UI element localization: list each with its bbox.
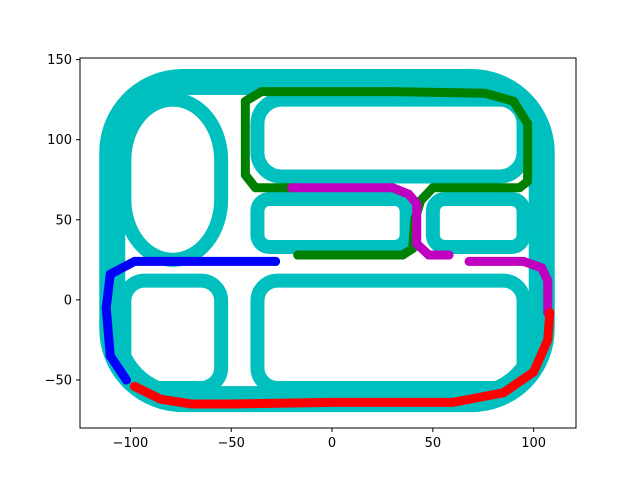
route-point — [523, 176, 533, 186]
route-point — [543, 335, 553, 345]
route-point — [444, 250, 454, 260]
route-point — [523, 119, 533, 129]
route-point — [105, 269, 115, 279]
road-block-top-left — [117, 92, 229, 267]
route-point — [101, 303, 111, 313]
route-point — [186, 399, 196, 409]
y-axis: −50 0 50 100 150 — [45, 53, 80, 388]
x-tick-label: −50 — [218, 436, 245, 451]
route-point — [226, 399, 236, 409]
route-point — [240, 96, 250, 106]
route-point — [287, 183, 297, 193]
route-point — [412, 199, 422, 209]
route-point — [515, 183, 525, 193]
route-point — [250, 183, 260, 193]
route-point — [129, 256, 139, 266]
road-block-top-right — [250, 92, 531, 184]
axes-frame — [79, 57, 577, 429]
route-point — [529, 367, 539, 377]
route-point — [256, 87, 266, 97]
road-block-mid-left — [250, 191, 414, 255]
route-point — [388, 87, 398, 97]
route-point — [293, 250, 303, 260]
route-point — [105, 351, 115, 361]
route-point — [404, 189, 414, 199]
x-axis: −100 −50 0 50 100 — [113, 428, 546, 451]
x-tick-label: 50 — [425, 436, 442, 451]
road-block-bottom-right — [250, 273, 531, 395]
route-point — [240, 170, 250, 180]
y-tick-label: 50 — [55, 213, 72, 228]
y-tick-label: −50 — [45, 373, 72, 388]
route-series-4 — [101, 256, 281, 385]
route-point — [545, 308, 555, 318]
route-point — [156, 394, 166, 404]
y-tick-label: 100 — [47, 133, 72, 148]
route-point — [537, 263, 547, 273]
x-tick-label: 100 — [521, 436, 546, 451]
route-point — [412, 239, 422, 249]
route-series-5 — [129, 308, 555, 409]
route-point — [271, 256, 281, 266]
route-point — [398, 250, 408, 260]
route-point — [508, 96, 518, 106]
x-tick-label: −100 — [113, 436, 149, 451]
road-block-bottom-left — [117, 273, 229, 395]
y-tick-label: 150 — [47, 53, 72, 68]
route-point — [543, 276, 553, 286]
route-point — [428, 183, 438, 193]
y-tick-label: 0 — [64, 293, 72, 308]
route-point — [121, 375, 131, 385]
road-network — [99, 69, 555, 413]
route-point — [388, 183, 398, 193]
route-point — [424, 250, 434, 260]
road-block-mid-right — [425, 191, 531, 255]
x-tick-label: 0 — [328, 436, 336, 451]
route-point — [519, 256, 529, 266]
route-point — [498, 388, 508, 398]
route-series — [101, 87, 555, 409]
route-point — [448, 397, 458, 407]
route-point — [480, 88, 490, 98]
route-point — [129, 381, 139, 391]
route-point — [464, 256, 474, 266]
route-point — [327, 397, 337, 407]
